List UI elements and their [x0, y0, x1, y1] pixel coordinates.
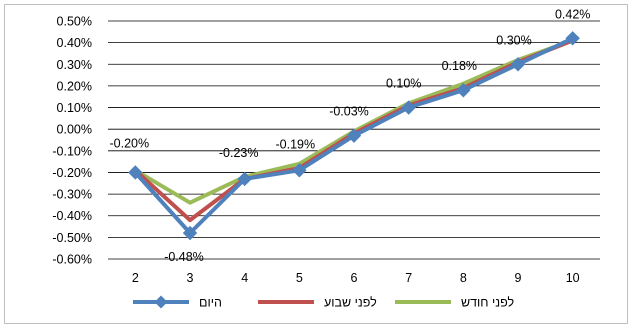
series-line-2	[133, 38, 575, 205]
data-label: -0.23%	[219, 146, 259, 160]
x-tick-label: 2	[132, 271, 139, 285]
y-tick-label: 0.00%	[57, 123, 92, 137]
y-tick-label: -0.50%	[52, 231, 92, 245]
data-point-marker	[456, 83, 471, 98]
data-label: -0.19%	[276, 137, 316, 151]
x-tick-label: 8	[460, 271, 467, 285]
y-tick-label: -0.20%	[52, 166, 92, 180]
data-point-marker	[292, 163, 307, 178]
legend-label-0: היום	[199, 296, 222, 310]
x-tick-label: 5	[296, 271, 303, 285]
legend-marker-0	[154, 295, 168, 309]
data-label: -0.48%	[164, 250, 204, 264]
legend-label-2: לפני חודש	[461, 296, 514, 310]
x-tick-label: 9	[515, 271, 522, 285]
data-point-marker	[346, 128, 362, 143]
data-point-marker	[237, 171, 252, 187]
data-label: -0.20%	[110, 136, 150, 150]
legend-label-1: לפני שבוע	[324, 296, 377, 310]
x-tick-label: 3	[187, 271, 194, 285]
x-tick-label: 10	[566, 271, 580, 285]
data-label: -0.03%	[329, 105, 369, 119]
data-label: 0.42%	[555, 7, 590, 21]
x-tick-label: 6	[351, 271, 358, 285]
data-label: 0.10%	[386, 77, 421, 91]
y-tick-label: -0.40%	[52, 209, 92, 223]
data-label: 0.30%	[496, 33, 531, 47]
y-tick-label: -0.10%	[52, 144, 92, 158]
y-tick-label: 0.30%	[57, 58, 92, 72]
y-tick-label: -0.30%	[52, 188, 92, 202]
y-tick-label: 0.40%	[57, 36, 92, 50]
y-tick-label: 0.20%	[57, 79, 92, 93]
data-point-marker	[182, 225, 198, 241]
y-tick-label: 0.50%	[57, 15, 92, 29]
data-label: 0.18%	[442, 59, 477, 73]
x-tick-label: 4	[241, 271, 248, 285]
y-tick-label: -0.60%	[52, 253, 92, 267]
x-tick-label: 7	[405, 271, 412, 285]
data-point-marker	[565, 31, 580, 46]
data-point-marker	[510, 57, 526, 72]
y-tick-label: 0.10%	[57, 101, 92, 115]
data-point-marker	[401, 100, 416, 115]
data-point-marker	[128, 165, 143, 180]
